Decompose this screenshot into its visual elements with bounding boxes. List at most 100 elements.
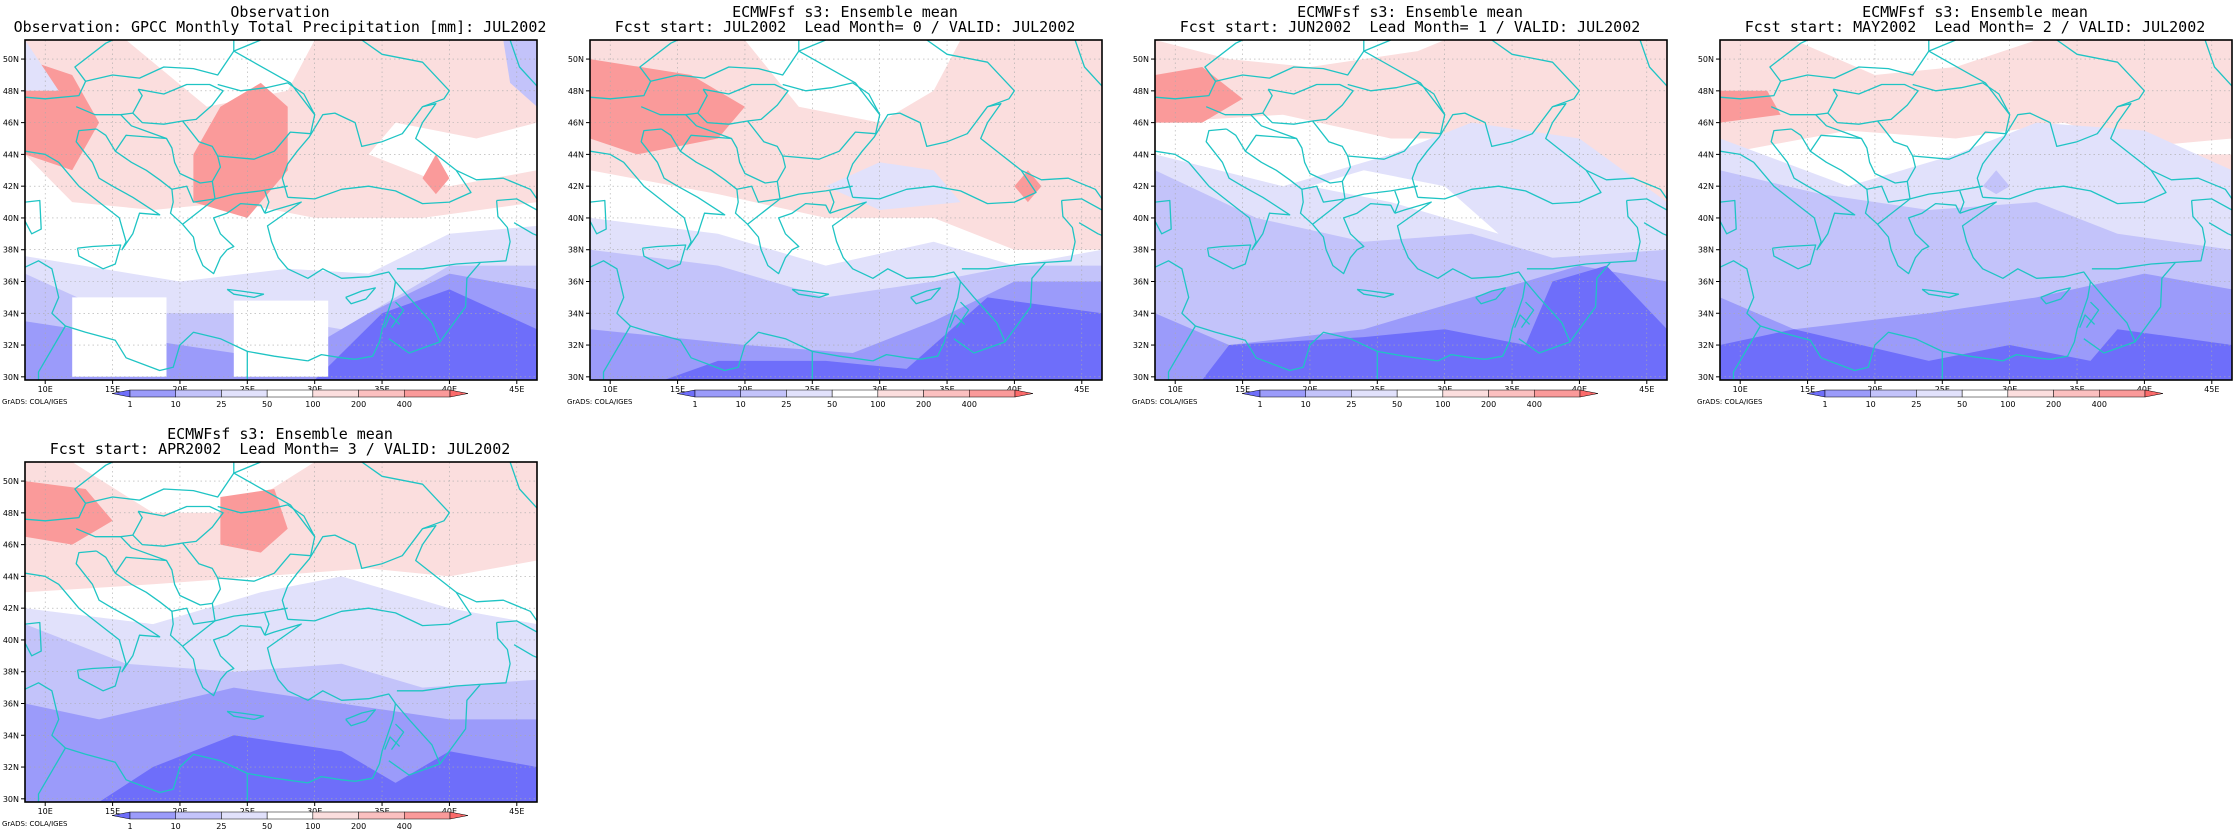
coastline (961, 200, 1076, 270)
lat-tick-label: 48N (3, 509, 19, 518)
coastline (361, 462, 451, 530)
coastline (345, 287, 376, 305)
precip-region (25, 40, 59, 91)
lon-tick-label: 25E (1935, 385, 1950, 394)
coastline (25, 682, 308, 794)
colorbar-swatch (175, 389, 222, 398)
lat-tick-label: 46N (3, 119, 19, 128)
coastline (1526, 200, 1641, 270)
precip-region (1202, 265, 1667, 380)
lat-tick-label: 44N (3, 572, 19, 581)
lat-tick-label: 48N (1698, 87, 1714, 96)
colorbar-level-label: 100 (305, 400, 320, 409)
coastline (75, 88, 143, 116)
coastline (513, 644, 537, 659)
colorbar-swatch (312, 389, 359, 398)
lat-tick-label: 50N (3, 55, 19, 64)
coastline (513, 222, 537, 237)
colorbar-swatch (2053, 389, 2100, 398)
coastline (590, 40, 678, 100)
lat-tick-label: 48N (568, 87, 584, 96)
coastline (1921, 288, 1960, 299)
coastline (396, 200, 511, 270)
coastline (791, 288, 830, 299)
lon-tick-label: 20E (737, 385, 752, 394)
panel-title: ECMWFsf s3: Ensemble mean (167, 425, 393, 443)
coastline (1167, 325, 1196, 380)
lon-tick-label: 30E (307, 807, 322, 816)
precip-map: 10E 15E 20E 25E 30E 35E 40E 45E 30N 32N 34N 36N 38N 4… (3, 39, 538, 394)
coastline (1976, 102, 2167, 205)
coastline (455, 591, 537, 622)
coastline (1226, 128, 1396, 275)
colorbar-level-label: 400 (2092, 400, 2107, 409)
coastline (536, 106, 537, 147)
colorbar-level-label: 25 (216, 822, 226, 831)
coastline (264, 612, 270, 636)
coastline (2083, 281, 2136, 354)
coastline (1732, 325, 1761, 380)
precip-region (503, 40, 537, 107)
colorbar-level-label: 400 (1527, 400, 1542, 409)
colorbar: 1 10 25 50 100 200 400 (111, 389, 469, 409)
lat-tick-label: 32N (3, 341, 19, 350)
coastline (536, 528, 537, 569)
lat-tick-label: 40N (568, 214, 584, 223)
lat-tick-label: 50N (1698, 55, 1714, 64)
panel-subtitle: Fcst start: JUL2002 Lead Month= 0 / VALI… (614, 18, 1076, 36)
coastline (829, 201, 962, 282)
colorbar-level-label: 50 (262, 400, 272, 409)
coastline (37, 747, 66, 802)
coastline (1004, 261, 1046, 343)
colorbar-swatch (1534, 389, 1581, 398)
coastline (1394, 201, 1527, 282)
coastline (182, 82, 316, 160)
lat-tick-label: 46N (3, 541, 19, 550)
lat-tick-label: 34N (3, 731, 19, 740)
coastline (640, 88, 708, 116)
coastline (2091, 200, 2206, 270)
colorbar-level-label: 50 (1392, 400, 1402, 409)
colorbar-swatch (740, 389, 787, 398)
lat-tick-label: 50N (3, 477, 19, 486)
lon-tick-label: 10E (603, 385, 618, 394)
colorbar-swatch (2099, 389, 2146, 398)
coastline (679, 134, 732, 152)
precip-region (1982, 170, 2010, 195)
coastline (1155, 128, 1291, 251)
colorbar-swatch (221, 811, 268, 820)
lat-tick-label: 42N (3, 182, 19, 191)
precip-region (1155, 40, 1445, 67)
colorbar-level-label: 1 (127, 822, 132, 831)
coastline (798, 40, 881, 116)
lat-tick-label: 32N (1133, 341, 1149, 350)
lat-tick-label: 34N (1698, 309, 1714, 318)
colorbar-swatch (221, 389, 268, 398)
colorbar-level-label: 400 (397, 822, 412, 831)
precip-map: 10E 15E 20E 25E 30E 35E 40E 45E 30N 32N 34N 36N 38N 4… (568, 39, 1103, 394)
coastline (264, 190, 270, 214)
coastline (1827, 83, 1919, 125)
colorbar-swatch (969, 389, 1016, 398)
colorbar-level-label: 25 (781, 400, 791, 409)
lon-tick-label: 10E (38, 807, 53, 816)
lat-tick-label: 38N (1133, 246, 1149, 255)
coastline (384, 736, 401, 750)
lat-tick-label: 30N (3, 795, 19, 804)
coastline (872, 281, 962, 362)
colorbar-level-label: 10 (736, 400, 746, 409)
coastline (1312, 82, 1446, 160)
lon-tick-label: 35E (374, 807, 389, 816)
precip-region (99, 735, 537, 802)
colorbar-level-label: 200 (351, 400, 366, 409)
lon-tick-label: 45E (509, 807, 524, 816)
coastline (1770, 88, 1838, 116)
colorbar-swatch (923, 389, 970, 398)
colorbar: 1 10 25 50 100 200 400 (1241, 389, 1599, 409)
coastline (697, 83, 789, 125)
colorbar-swatch (831, 389, 879, 398)
lon-tick-label: 30E (1437, 385, 1452, 394)
colorbar-level-label: 1 (1822, 400, 1827, 409)
coastline (2056, 40, 2146, 108)
lon-tick-label: 30E (872, 385, 887, 394)
